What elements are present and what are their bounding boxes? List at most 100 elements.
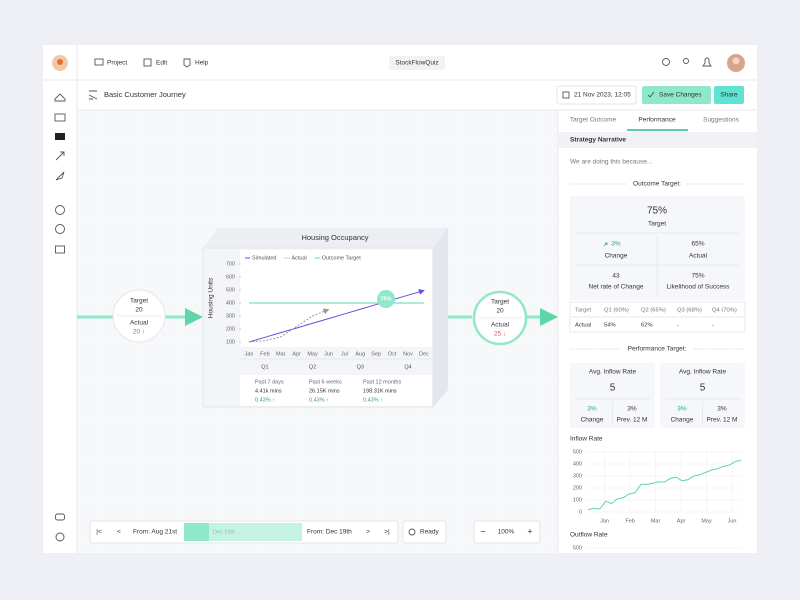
prev-button[interactable]: < (117, 529, 121, 536)
stat-period: Past 6 weeks (309, 379, 342, 385)
metric-label: Actual (689, 253, 708, 260)
bag-icon[interactable] (55, 245, 65, 254)
range-slider[interactable] (184, 523, 302, 541)
next-button[interactable]: > (366, 529, 370, 536)
save-button[interactable] (642, 86, 711, 104)
outflow-title: Outflow Rate (570, 532, 608, 539)
inflow-chart: 0 100 200 300 400 500 Jan Feb Mar Apr May Jun (573, 449, 742, 524)
section-title: Performance Target: (628, 346, 687, 353)
folder-icon[interactable] (55, 133, 65, 140)
timeline-to: From: Dec 19th (307, 529, 352, 536)
rate-prev-label: Prev. 12 M (707, 417, 738, 424)
target-badge-label: 75% (380, 296, 391, 302)
refresh-icon (408, 528, 416, 536)
car-icon[interactable] (55, 513, 65, 521)
project-icon (94, 58, 104, 66)
y-tick-label: 500 (573, 545, 582, 551)
zoom-out[interactable]: − (480, 526, 485, 536)
target-badge[interactable] (377, 290, 395, 308)
add-user-icon[interactable] (683, 58, 689, 64)
check-icon (647, 91, 655, 98)
nav-help[interactable]: Help (195, 60, 209, 67)
stat-total: 198.31K mins (363, 388, 397, 394)
metric-label: Net rate of Change (589, 284, 644, 291)
magic-icon[interactable] (55, 151, 65, 161)
search-icon[interactable] (662, 58, 670, 66)
node-label: Target (491, 299, 509, 306)
app-name-pill (389, 56, 445, 70)
zoom-level: 100% (498, 529, 515, 536)
stat-period: Past 12 months (363, 379, 401, 385)
list-icon[interactable] (54, 113, 66, 122)
separator-gap (627, 178, 687, 190)
quarter-label: Q4 (404, 364, 411, 370)
tab[interactable]: Target Outcome (570, 117, 617, 124)
rate-value: 5 (610, 383, 616, 394)
metric-value: 3% (611, 241, 621, 248)
node-value: 20 (496, 308, 504, 315)
y-tick-label: 500 (573, 449, 582, 455)
home-icon[interactable] (54, 93, 66, 102)
user-icon[interactable] (55, 205, 65, 215)
journey-icon (88, 90, 98, 100)
range-end: Dec 19th (213, 529, 235, 535)
x-tick-label: Apr (292, 351, 301, 357)
zoom-in[interactable]: + (527, 526, 532, 536)
quarter-label: Q3 (357, 364, 364, 370)
bell-icon[interactable] (702, 57, 712, 67)
node-value: 20 (135, 307, 143, 314)
last-button[interactable]: >| (384, 529, 390, 536)
settings-icon[interactable] (55, 532, 65, 542)
narrative[interactable]: We are doing this because... (570, 159, 652, 166)
rate-prev: 3% (717, 406, 727, 413)
globe-icon[interactable] (55, 224, 65, 234)
inflow-title: Inflow Rate (570, 436, 603, 443)
rate-change: 3% (677, 406, 687, 413)
x-tick-label: Dec (419, 351, 429, 357)
tab-active[interactable]: Performance (638, 117, 676, 124)
housing-chart: 100 200 300 400 500 600 700 Jan Feb Mar Apr May Jun J… (226, 255, 429, 403)
avatar-face (732, 57, 740, 65)
journey-title: Basic Customer Journey (104, 90, 186, 99)
edit-icon (143, 58, 152, 67)
table-cell: Q3 (68%) (677, 308, 702, 314)
range-handle[interactable] (184, 523, 209, 541)
narrative-title: Strategy Narrative (570, 137, 626, 144)
table-cell: - (712, 323, 714, 329)
stat-period: Past 7 days (255, 379, 284, 385)
x-tick-label: Feb (260, 351, 269, 357)
rocket-icon[interactable] (55, 171, 65, 181)
nav-edit[interactable]: Edit (156, 60, 167, 67)
metric-label: Likelihood of Success (667, 284, 731, 291)
table-cell: 54% (604, 323, 616, 329)
rate-value: 5 (700, 383, 706, 394)
x-tick-label: Jan (600, 518, 609, 524)
metric-label: Change (605, 253, 628, 260)
metric-value: 75% (691, 273, 704, 280)
card-side (433, 228, 448, 407)
node-label: Target (130, 298, 148, 305)
first-button[interactable]: |< (96, 529, 102, 536)
stat-total: 4.41k mins (255, 388, 282, 394)
date-box[interactable] (556, 85, 637, 105)
share-label: Share (720, 92, 738, 99)
date: 21 Nov 2023, 12:05 (574, 92, 631, 99)
x-tick-label: Jun (728, 518, 737, 524)
nav-project[interactable]: Project (107, 60, 127, 67)
rate-prev: 3% (627, 406, 637, 413)
table-cell: Actual (575, 323, 591, 329)
x-tick-label: Feb (625, 518, 634, 524)
stat-total: 26.15K mins (309, 388, 340, 394)
y-tick-label: 0 (579, 509, 582, 515)
table-cell: Q2 (65%) (641, 308, 666, 314)
tab[interactable]: Suggestions (703, 117, 740, 124)
share-button[interactable] (714, 86, 744, 104)
y-tick-label: 100 (573, 497, 582, 503)
rate-title: Avg. Inflow Rate (589, 369, 637, 376)
quarter-label: Q2 (309, 364, 316, 370)
legend-label: Actual (291, 255, 306, 261)
outcome-value: 75% (647, 206, 667, 217)
zoom-box (473, 520, 541, 544)
status-box[interactable] (402, 520, 447, 544)
